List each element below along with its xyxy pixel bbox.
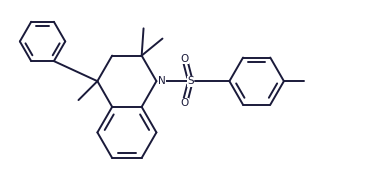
Text: S: S <box>187 76 194 86</box>
Text: O: O <box>181 54 189 64</box>
Text: O: O <box>181 98 189 108</box>
Text: N: N <box>158 76 166 86</box>
